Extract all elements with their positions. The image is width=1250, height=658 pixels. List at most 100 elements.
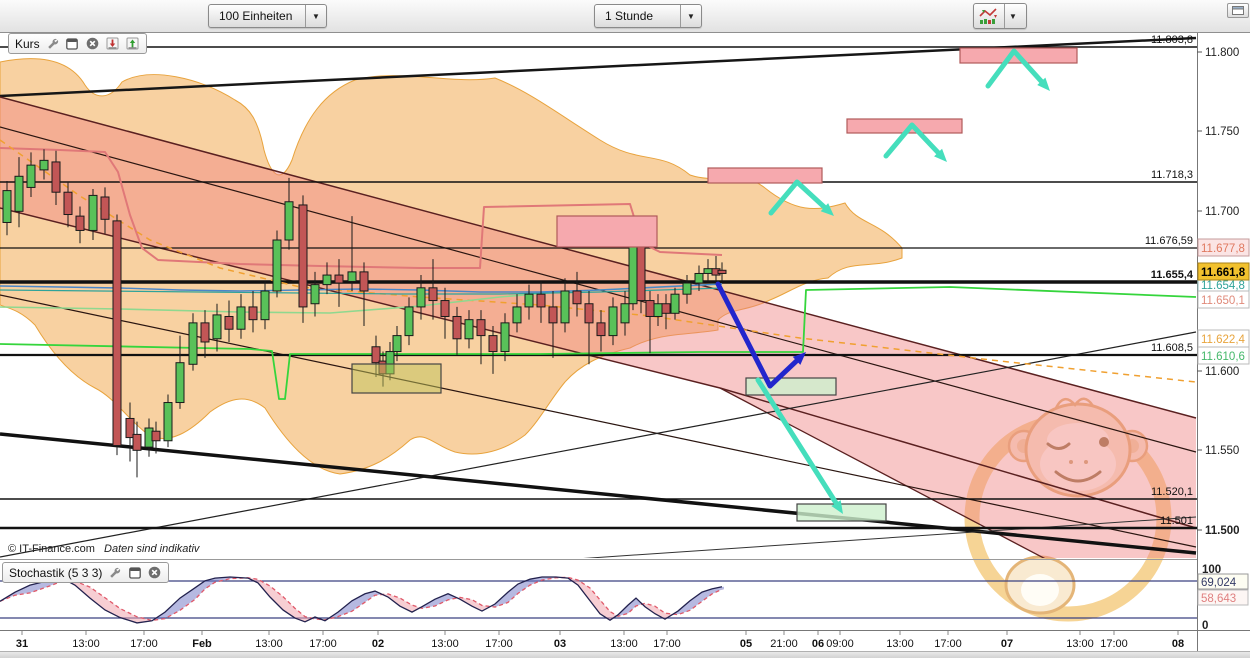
stochastic-panel-title: Stochastik (5 3 3) [9,565,103,580]
candle-up [14,175,24,212]
projection-arrow[interactable] [768,179,827,216]
stochastic-scale-bottom: 0 [1202,620,1208,632]
time-tick-label: 17:00 [485,638,513,650]
candle-down [359,271,369,292]
candle-up [560,290,570,324]
support-zone-box[interactable] [351,363,442,394]
candle-down [661,303,671,314]
price-marker-label: 11.661,8 [1201,267,1246,279]
window-options-button[interactable] [1227,3,1249,18]
resistance-zone-box[interactable] [556,215,658,248]
resistance-zone-box[interactable] [707,167,823,184]
candle-down [548,306,558,324]
stochastic-k-value: 69,024 [1201,577,1237,589]
export-down-icon[interactable] [105,37,120,51]
candle-down [200,322,210,343]
time-tick-label: 13:00 [886,638,914,650]
disclaimer-text: Daten sind indikativ [104,543,200,555]
time-tick-label: 13:00 [1066,638,1094,650]
candle-down [596,322,606,337]
candle-down [224,315,234,330]
copyright-note: © IT-Finance.com Daten sind indikativ [8,543,199,555]
time-tick-label: 05 [740,638,752,650]
settings-wrench-icon[interactable] [45,37,60,51]
trend-line[interactable] [0,294,1197,548]
top-toolbar: 100 Einheiten ▼ 1 Stunde ▼ ▼ [0,0,1250,33]
candle-up [653,303,663,317]
candle-up [272,239,282,292]
stochastic-scale-top: 100 [1202,564,1221,576]
projection-arrow[interactable] [715,281,800,389]
time-tick-label: 31 [16,638,28,650]
time-tick-label: 13:00 [431,638,459,650]
price-tick-label: 11.750 [1205,126,1239,138]
stochastic-k-line [0,576,723,624]
level-price-label: 11.520,1 [1151,486,1193,498]
stochastic-panel-header: Stochastik (5 3 3) [2,562,170,583]
trend-line[interactable] [0,432,1197,555]
candle-up [310,284,320,305]
timeframe-dropdown[interactable]: 1 Stunde ▼ [594,4,702,28]
close-icon[interactable] [147,566,162,580]
time-tick-label: 21:00 [770,638,798,650]
price-panel-title: Kurs [15,36,40,51]
level-price-label: 11.608,5 [1151,342,1193,354]
candle-up [416,287,426,308]
annotation-arrows [715,48,1050,514]
trend-line[interactable] [0,331,1197,558]
settings-wrench-icon[interactable] [107,566,122,580]
price-panel-header: Kurs [8,33,147,54]
projection-arrow[interactable] [985,48,1044,89]
candle-down [51,161,61,193]
candle-down [440,300,450,317]
projection-arrow[interactable] [755,377,839,506]
copyright-text: © IT-Finance.com [8,543,95,555]
projection-arrow[interactable] [883,122,941,159]
candle-down [112,220,122,447]
candle-up [347,271,357,282]
candle-up [524,293,534,308]
price-marker-box [1197,238,1250,257]
trend-line[interactable] [719,387,1196,638]
candle-down [100,196,110,220]
stochastic-k-value-box [1197,573,1249,590]
arrow-head [1037,77,1050,91]
price-axis[interactable]: 11.800 11.750 11.700 11.600 11.550 11.500 11.6… [1197,47,1250,537]
price-marker-label: 11.677,8 [1201,243,1245,255]
candle-up [500,322,510,353]
time-tick-label: 08 [1172,638,1184,650]
detach-window-icon[interactable] [65,37,80,51]
candle-down [248,306,258,321]
trend-line[interactable] [0,96,1197,419]
candle-down [572,290,582,305]
candle-up [188,322,198,365]
close-icon[interactable] [85,37,100,51]
price-marker-box [1197,346,1250,365]
chevron-down-icon: ▼ [1004,4,1021,28]
trend-line[interactable] [719,387,1197,529]
candle-down [151,430,161,442]
candle-up [236,306,246,330]
units-dropdown[interactable]: 100 Einheiten ▼ [208,4,327,28]
candle-down [488,335,498,353]
kumo-cloud [0,58,903,475]
candle-down [476,319,486,337]
detach-window-icon[interactable] [127,566,142,580]
time-tick-label: Feb [192,638,212,650]
candle-up [703,268,713,274]
bearish-channel-fill [720,388,1196,558]
candle-up [464,319,474,340]
chart-style-icon [974,7,1004,25]
price-tick-label: 11.550 [1205,445,1239,457]
candle-up [39,159,49,171]
candle-down [125,417,135,439]
import-up-icon[interactable] [125,37,140,51]
time-axis[interactable]: 31 13:00 17:00 Feb 13:00 17:00 02 13:00 17:00 03 1… [16,631,1184,650]
time-tick-label: 17:00 [130,638,158,650]
price-marker-label: 11.610,6 [1201,351,1245,363]
time-tick-label: 09:00 [826,638,854,650]
candle-up [26,164,36,188]
trend-line[interactable] [0,516,1197,598]
chart-style-button[interactable]: ▼ [973,3,1027,29]
